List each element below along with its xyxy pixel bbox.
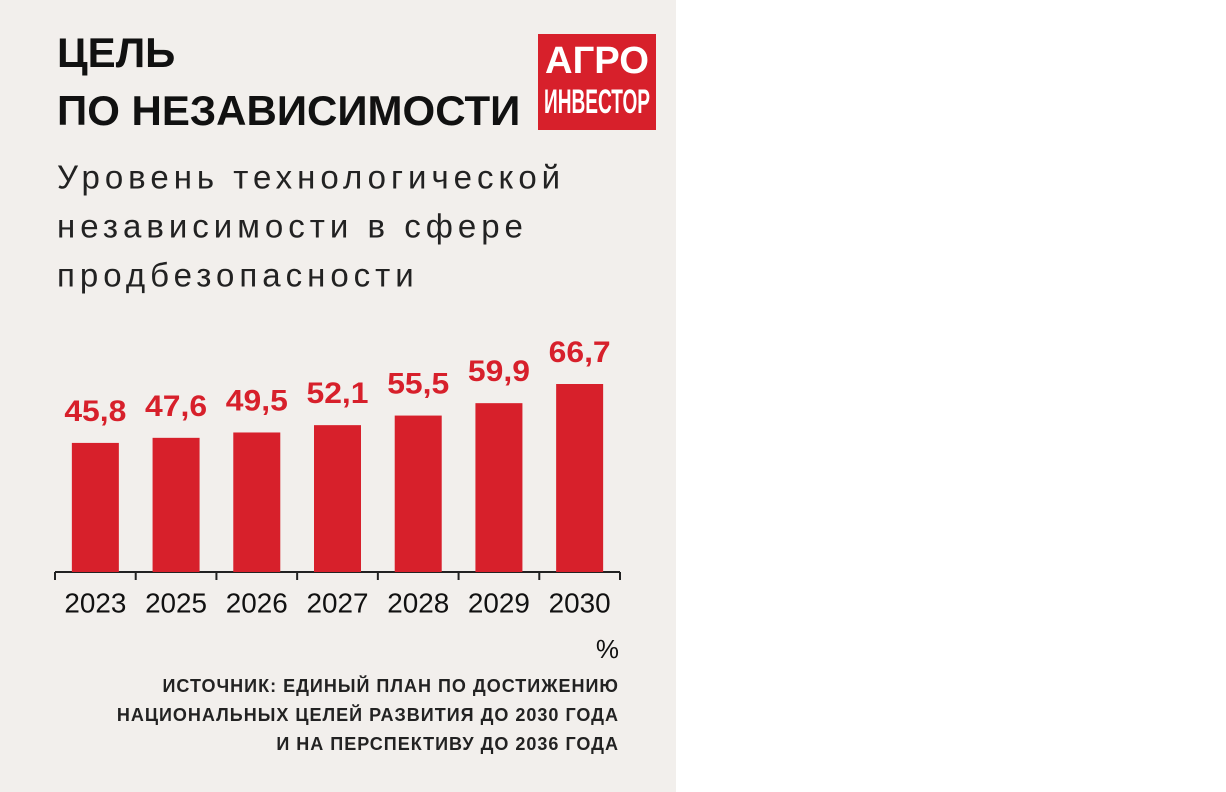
chart-title: ЦЕЛЬ [57, 29, 175, 76]
x-tick-label: 2026 [226, 587, 288, 618]
value-label: 66,7 [549, 336, 611, 369]
logo-text: ИНВЕСТОР [544, 83, 650, 121]
value-label: 49,5 [226, 384, 288, 417]
bar [233, 432, 281, 572]
source: НАЦИОНАЛЬНЫХ ЦЕЛЕЙ РАЗВИТИЯ ДО 2030 ГОДА [117, 704, 619, 725]
source: ИСТОЧНИК: ЕДИНЫЙ ПЛАН ПО ДОСТИЖЕНИЮ [162, 675, 619, 696]
value-label: 47,6 [145, 390, 207, 423]
bar [475, 403, 523, 572]
subtitle: продбезопасности [57, 257, 419, 294]
subtitle: независимости в сфере [57, 208, 528, 245]
value-label: 55,5 [387, 367, 449, 400]
x-tick-label: 2027 [307, 587, 369, 618]
bar [71, 442, 119, 572]
value-label: 52,1 [307, 377, 369, 410]
logo-box [538, 34, 656, 130]
subtitle: Уровень технологической [57, 159, 565, 196]
value-label: 59,9 [468, 355, 530, 388]
x-tick-label: 2030 [549, 587, 611, 618]
chart-title: ПО НЕЗАВИСИМОСТИ [57, 87, 520, 134]
x-tick-label: 2029 [468, 587, 530, 618]
x-tick-label: 2028 [387, 587, 449, 618]
logo-text: АГРО [545, 40, 649, 82]
unit-label: % [596, 634, 619, 664]
x-tick-label: 2023 [64, 587, 126, 618]
bar [314, 425, 361, 572]
bar [152, 437, 200, 572]
bar [394, 415, 442, 572]
bar [556, 384, 604, 572]
source: И НА ПЕРСПЕКТИВУ ДО 2036 ГОДА [276, 734, 619, 754]
x-tick-label: 2025 [145, 587, 207, 618]
value-label: 45,8 [64, 395, 126, 428]
